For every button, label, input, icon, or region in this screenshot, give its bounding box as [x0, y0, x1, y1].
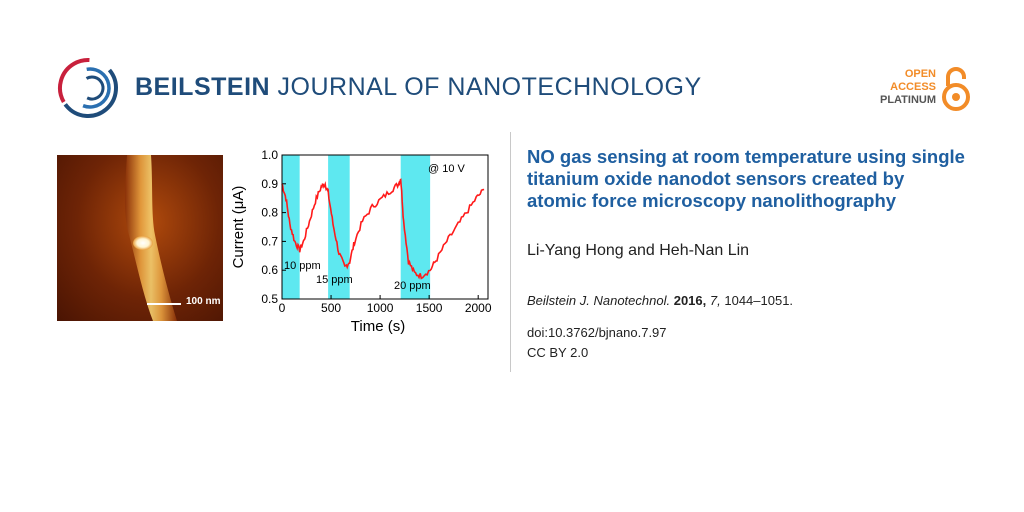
citation-pages: 1044–1051.: [724, 293, 794, 308]
afm-scale-label: 100 nm: [186, 296, 221, 307]
y-tick-label: 0.9: [261, 177, 278, 191]
journal-name-bold: BEILSTEIN: [135, 73, 271, 101]
annotation-15ppm: 15 ppm: [316, 274, 353, 286]
annotation-voltage: @ 10 V: [428, 163, 466, 175]
article-license: CC BY 2.0: [527, 345, 589, 360]
y-tick-label: 0.5: [261, 292, 278, 306]
current-series-line: [281, 178, 485, 280]
y-axis-label: Current (μA): [230, 186, 247, 269]
citation-journal: Beilstein J. Nanotechnol.: [527, 293, 671, 308]
axis-ticks: 0 500 1000 1500 2000 0.5 0.6 0.7 0.8 0.9 1.0: [261, 148, 492, 315]
x-tick-label: 1500: [416, 301, 443, 315]
journal-name: BEILSTEIN JOURNAL OF NANOTECHNOLOGY: [135, 73, 702, 102]
article-doi: doi:10.3762/bjnano.7.97: [527, 325, 667, 340]
x-tick-label: 2000: [465, 301, 492, 315]
citation-volume: 7,: [709, 293, 721, 308]
citation-year: 2016,: [673, 293, 707, 308]
plot-frame: [281, 154, 489, 300]
x-tick-label: 0: [279, 301, 286, 315]
journal-name-rest: JOURNAL OF NANOTECHNOLOGY: [270, 73, 702, 101]
y-tick-label: 0.8: [261, 206, 278, 220]
x-tick-label: 500: [321, 301, 341, 315]
x-axis-label: Time (s): [351, 318, 405, 335]
oa-access-label: ACCESS: [890, 81, 936, 93]
article-citation: Beilstein J. Nanotechnol. 2016, 7, 1044–…: [527, 293, 793, 308]
afm-micrograph: 100 nm: [57, 155, 223, 321]
y-tick-label: 0.6: [261, 263, 278, 277]
oa-open-label: OPEN: [904, 68, 936, 80]
oa-platinum-label: PLATINUM: [879, 94, 936, 106]
y-tick-label: 0.7: [261, 234, 278, 248]
open-access-badge: OPEN ACCESS PLATINUM: [862, 66, 972, 112]
afm-nanowire-graphic: [125, 155, 177, 321]
article-title: NO gas sensing at room temperature using…: [527, 146, 965, 211]
article-authors: Li-Yang Hong and Heh-Nan Lin: [527, 242, 750, 259]
exposure-band-3: [400, 155, 431, 299]
x-tick-label: 1000: [367, 301, 394, 315]
y-tick-label: 1.0: [261, 148, 278, 162]
annotation-20ppm: 20 ppm: [394, 280, 431, 292]
open-lock-icon: [942, 67, 970, 111]
journal-logo-icon: [58, 58, 118, 118]
current-vs-time-chart: 0 500 1000 1500 2000 0.5 0.6 0.7 0.8 0.9 1.0 @ 10 …: [230, 148, 492, 335]
annotation-10ppm: 10 ppm: [284, 260, 321, 272]
column-divider: [510, 132, 511, 372]
exposure-bands: [282, 155, 431, 299]
afm-scale-bar: [147, 303, 181, 305]
